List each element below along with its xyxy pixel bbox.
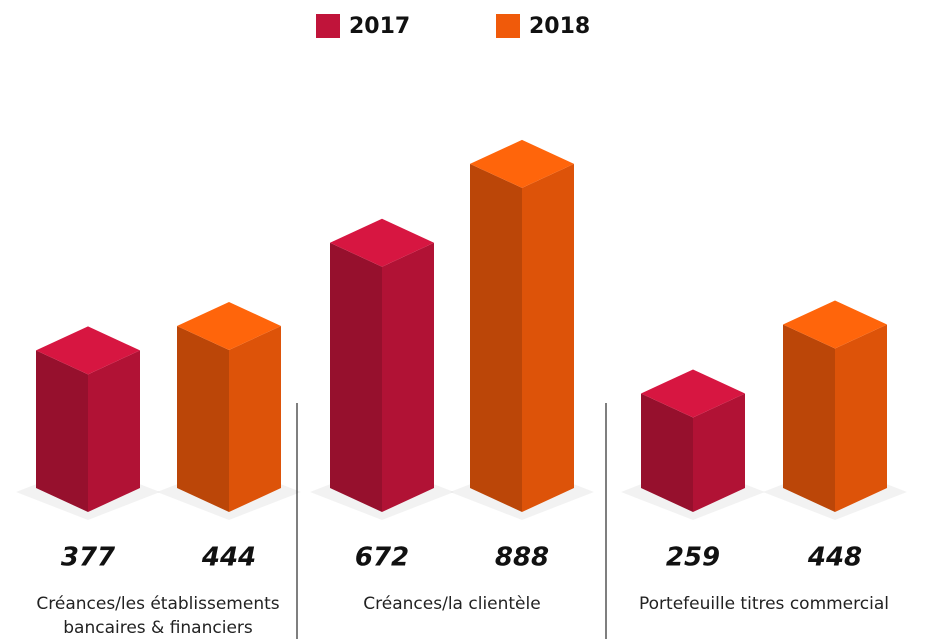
- bar-right-face: [382, 242, 434, 512]
- bar-right-face: [229, 325, 281, 512]
- bar-right-face: [88, 350, 140, 512]
- category-label: Créances/la clientèle: [363, 594, 541, 614]
- legend-swatch: [496, 14, 520, 38]
- category-label: Portefeuille titres commercial: [639, 594, 889, 614]
- bar-right-face: [522, 163, 574, 512]
- bar-left-face: [177, 325, 229, 512]
- bar-top-face: [177, 301, 281, 350]
- category-label: Créances/les établissements bancaires & …: [36, 594, 280, 638]
- bar-top-face: [641, 369, 745, 418]
- legend-label: 2017: [349, 14, 410, 39]
- bar-left-face: [783, 324, 835, 512]
- bar-top-face: [783, 300, 887, 349]
- bar-top-face: [470, 139, 574, 188]
- value-label: 259: [666, 543, 720, 573]
- bar-top-face: [330, 218, 434, 267]
- bar-right-face: [693, 393, 745, 512]
- value-label: 448: [807, 543, 862, 573]
- bar-left-face: [641, 393, 693, 512]
- legend-label: 2018: [529, 14, 590, 39]
- bar-left-face: [36, 350, 88, 512]
- value-label: 377: [61, 543, 116, 573]
- bar-left-face: [470, 163, 522, 512]
- bar-left-face: [330, 242, 382, 512]
- value-label: 444: [201, 543, 256, 573]
- bar-top-face: [36, 326, 140, 375]
- value-label: 888: [495, 543, 549, 573]
- value-label: 672: [355, 543, 409, 573]
- legend-swatch: [316, 14, 340, 38]
- bar-right-face: [835, 324, 887, 512]
